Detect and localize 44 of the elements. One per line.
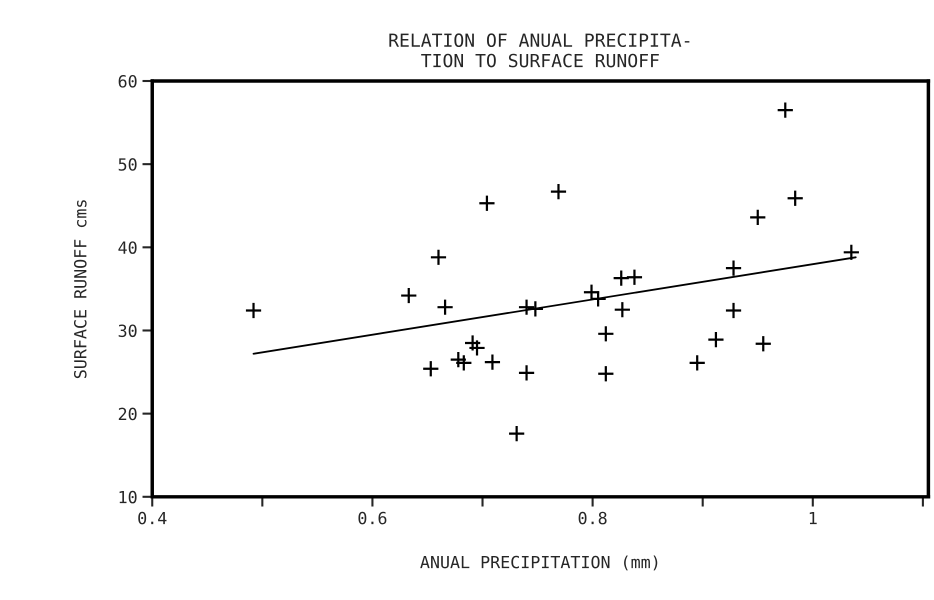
point	[455, 354, 473, 372]
point	[754, 335, 772, 353]
point	[468, 339, 486, 357]
x-axis-title: ANUAL PRECIPITATION (mm)	[420, 555, 658, 570]
point	[612, 269, 630, 287]
point	[464, 334, 482, 352]
point	[518, 298, 536, 316]
point	[597, 365, 615, 382]
y-tick-label: 10	[120, 490, 137, 504]
y-tick-label: 60	[118, 75, 137, 88]
point	[422, 360, 440, 378]
x-tick-label: 0.6	[358, 512, 386, 524]
point	[614, 300, 632, 318]
point	[688, 354, 706, 372]
point	[597, 325, 615, 343]
y-tick-label: 50	[118, 158, 137, 171]
point	[582, 284, 600, 301]
point	[724, 259, 742, 277]
point	[707, 330, 725, 348]
point	[526, 300, 544, 318]
x-tick-label: 0.8	[578, 512, 607, 524]
y-tick-label: 20	[118, 408, 137, 420]
y-tick-label: 40	[118, 241, 137, 254]
x-tick-label: 1	[810, 512, 817, 524]
point	[244, 302, 262, 320]
point	[626, 268, 644, 286]
point	[436, 298, 454, 316]
point	[478, 194, 496, 212]
point	[518, 364, 536, 382]
point	[450, 350, 468, 368]
y-axis-title: SURFACE RUNOFF cms	[74, 200, 87, 378]
point	[400, 286, 418, 304]
point	[749, 208, 766, 226]
point	[508, 424, 526, 442]
point	[430, 248, 448, 266]
y-tick-label: 30	[118, 324, 137, 338]
point	[776, 101, 794, 119]
point	[786, 190, 804, 207]
point	[842, 244, 860, 262]
x-tick-label: 0.4	[138, 512, 166, 524]
point	[550, 182, 568, 200]
point	[484, 353, 502, 371]
point	[724, 302, 742, 320]
chart-title: RELATION OF ANUAL PRECIPITA- TION TO SURFACE RUNOFF	[389, 33, 690, 68]
